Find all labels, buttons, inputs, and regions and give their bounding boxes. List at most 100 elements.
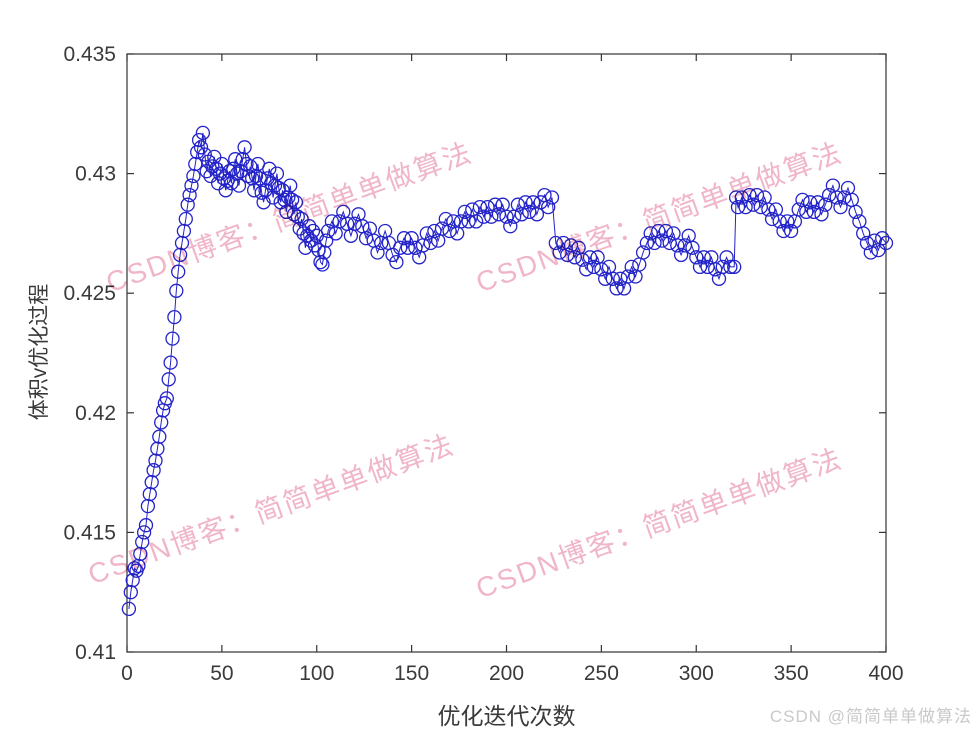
data-marker bbox=[776, 223, 791, 239]
data-marker bbox=[742, 187, 757, 203]
data-marker bbox=[302, 219, 317, 234]
data-marker bbox=[281, 190, 296, 205]
data-marker bbox=[245, 171, 260, 186]
data-marker bbox=[651, 223, 666, 239]
data-marker bbox=[393, 240, 408, 255]
data-marker bbox=[734, 190, 749, 205]
data-marker bbox=[260, 171, 275, 186]
data-marker bbox=[662, 235, 677, 251]
data-marker bbox=[136, 525, 152, 540]
data-marker bbox=[829, 190, 844, 205]
data-marker bbox=[294, 211, 309, 227]
data-marker bbox=[639, 235, 655, 251]
data-marker bbox=[692, 259, 708, 275]
data-marker bbox=[305, 223, 321, 239]
x-tick-label: 50 bbox=[210, 662, 233, 685]
x-tick-label: 300 bbox=[679, 662, 714, 685]
data-marker bbox=[833, 199, 848, 215]
data-marker bbox=[205, 159, 220, 174]
data-marker bbox=[396, 231, 412, 246]
data-marker bbox=[730, 199, 746, 215]
data-marker bbox=[814, 207, 829, 222]
data-marker bbox=[262, 161, 277, 176]
data-marker bbox=[370, 245, 385, 260]
y-tick-label: 0.425 bbox=[63, 282, 116, 305]
data-marker bbox=[135, 534, 150, 550]
data-marker bbox=[150, 441, 165, 456]
data-marker bbox=[182, 187, 197, 203]
data-marker bbox=[560, 247, 575, 263]
data-marker bbox=[848, 204, 863, 220]
data-marker bbox=[269, 166, 285, 181]
data-marker bbox=[191, 132, 207, 148]
data-marker bbox=[283, 178, 298, 193]
data-marker bbox=[408, 240, 423, 255]
data-marker bbox=[575, 252, 590, 267]
data-marker bbox=[654, 233, 670, 248]
data-marker bbox=[541, 199, 556, 215]
y-tick-label: 0.435 bbox=[63, 43, 116, 66]
data-marker bbox=[613, 271, 628, 286]
axes-box bbox=[126, 53, 887, 653]
data-marker bbox=[203, 168, 218, 184]
data-marker bbox=[791, 202, 806, 217]
data-marker bbox=[673, 247, 689, 263]
data-marker bbox=[184, 178, 199, 193]
data-marker bbox=[193, 140, 209, 155]
data-marker bbox=[284, 192, 300, 208]
data-marker bbox=[856, 226, 871, 241]
data-marker bbox=[186, 168, 201, 184]
data-marker bbox=[315, 257, 330, 272]
data-marker bbox=[233, 164, 248, 179]
data-marker bbox=[700, 259, 715, 275]
data-marker bbox=[802, 195, 818, 210]
data-marker bbox=[288, 195, 304, 210]
data-marker bbox=[685, 240, 700, 255]
data-marker bbox=[256, 195, 271, 210]
watermark-credit: CSDN @简简单单做算法 bbox=[769, 707, 972, 726]
data-marker bbox=[544, 190, 560, 205]
x-axis-label: 优化迭代次数 bbox=[437, 703, 576, 729]
data-marker bbox=[696, 250, 711, 265]
data-marker bbox=[313, 254, 328, 270]
x-tick-label: 200 bbox=[489, 662, 524, 685]
x-tick-label: 350 bbox=[774, 662, 809, 685]
data-marker bbox=[358, 231, 374, 246]
x-tick-label: 0 bbox=[121, 662, 133, 685]
data-marker bbox=[239, 156, 254, 172]
data-marker bbox=[503, 219, 518, 234]
data-marker bbox=[719, 250, 734, 265]
data-marker bbox=[235, 152, 250, 167]
data-marker bbox=[783, 223, 799, 239]
data-marker bbox=[487, 197, 503, 212]
data-marker bbox=[144, 475, 159, 490]
data-marker bbox=[442, 223, 457, 239]
data-marker bbox=[148, 453, 163, 468]
data-marker bbox=[146, 463, 161, 478]
data-marker bbox=[708, 262, 723, 277]
data-marker bbox=[518, 195, 533, 210]
data-marker bbox=[246, 183, 262, 198]
data-marker bbox=[207, 149, 222, 165]
data-marker bbox=[290, 209, 305, 224]
data-marker bbox=[275, 183, 290, 198]
data-marker bbox=[169, 283, 184, 298]
data-marker bbox=[172, 247, 188, 263]
data-marker bbox=[609, 281, 624, 296]
data-marker bbox=[468, 214, 484, 229]
data-marker bbox=[286, 207, 302, 222]
data-marker bbox=[567, 250, 582, 265]
data-marker bbox=[161, 372, 176, 387]
y-tick-label: 0.415 bbox=[63, 521, 116, 544]
data-marker bbox=[859, 235, 875, 251]
data-marker bbox=[522, 204, 537, 220]
data-marker bbox=[197, 147, 212, 162]
data-marker bbox=[878, 235, 894, 251]
data-marker bbox=[761, 202, 776, 217]
data-marker bbox=[753, 199, 768, 215]
data-marker bbox=[670, 238, 685, 253]
data-marker bbox=[174, 235, 190, 251]
data-marker bbox=[453, 214, 469, 229]
data-marker bbox=[480, 199, 495, 215]
y-tick-label: 0.42 bbox=[75, 402, 116, 425]
